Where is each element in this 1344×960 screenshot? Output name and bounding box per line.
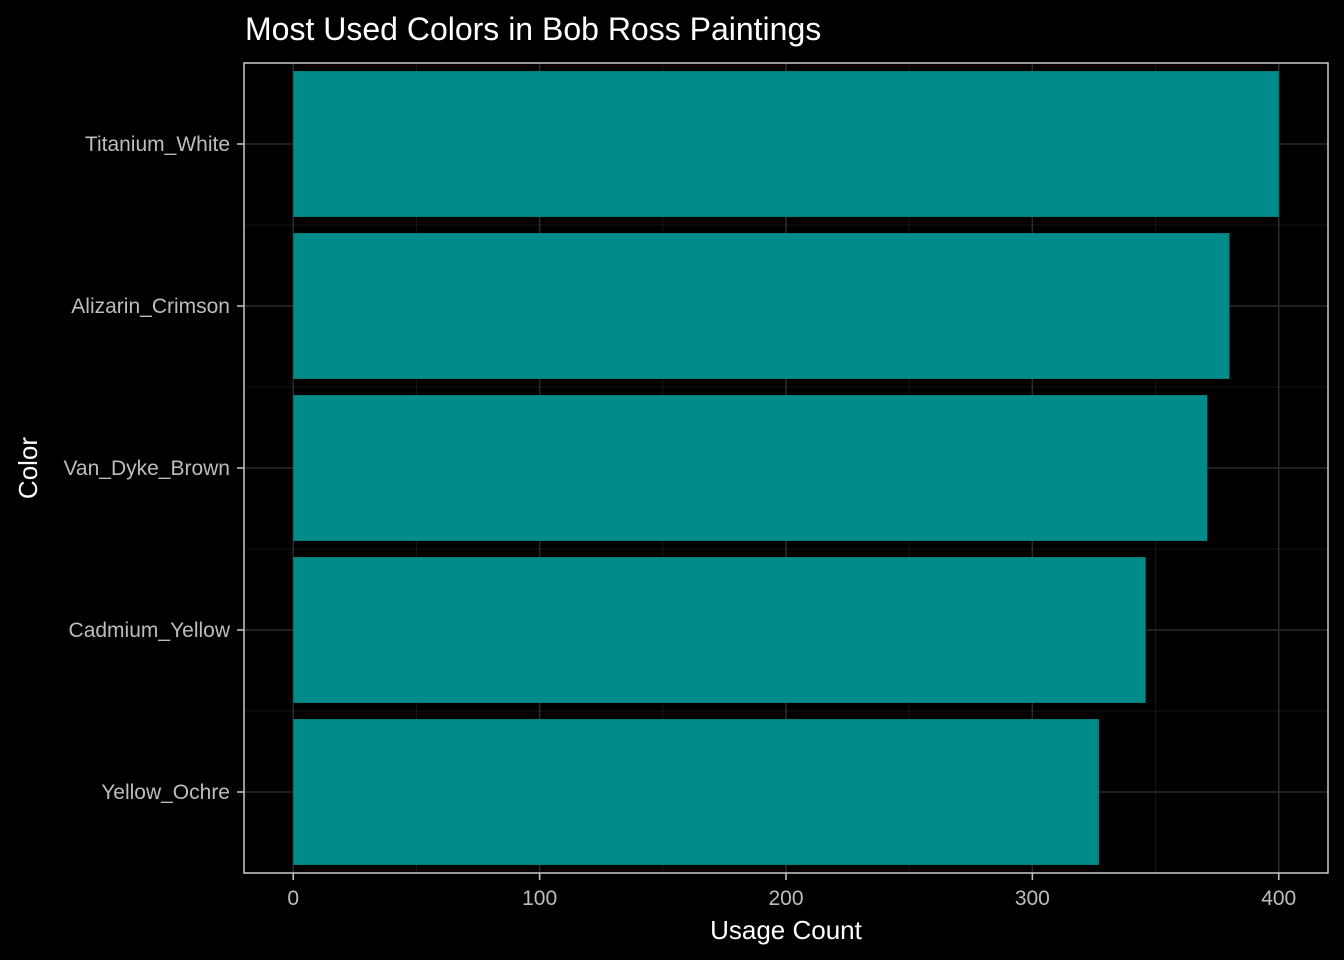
bar-van-dyke-brown [293, 395, 1208, 541]
y-tick-label: Yellow_Ochre [101, 781, 230, 804]
y-tick-label: Cadmium_Yellow [69, 619, 231, 642]
x-tick-label: 100 [522, 887, 557, 910]
bar-alizarin-crimson [293, 233, 1230, 379]
chart-title: Most Used Colors in Bob Ross Paintings [245, 11, 821, 47]
x-tick-label: 200 [768, 887, 803, 910]
y-tick-label: Alizarin_Crimson [71, 295, 230, 318]
axis-ticks: 0 100 200 300 400 Titanium_White Alizarin_Crim… [63, 133, 1296, 910]
bar-cadmium-yellow [293, 557, 1146, 703]
x-tick-label: 300 [1015, 887, 1050, 910]
y-tick-label: Titanium_White [85, 133, 230, 156]
y-axis-title: Color [13, 437, 43, 499]
bar-yellow-ochre [293, 719, 1099, 865]
y-tick-label: Van_Dyke_Brown [63, 457, 230, 480]
x-tick-label: 400 [1261, 887, 1296, 910]
x-tick-label: 0 [287, 887, 299, 910]
bar-titanium-white [293, 71, 1279, 217]
bars [293, 71, 1279, 865]
x-axis-title: Usage Count [710, 915, 863, 945]
